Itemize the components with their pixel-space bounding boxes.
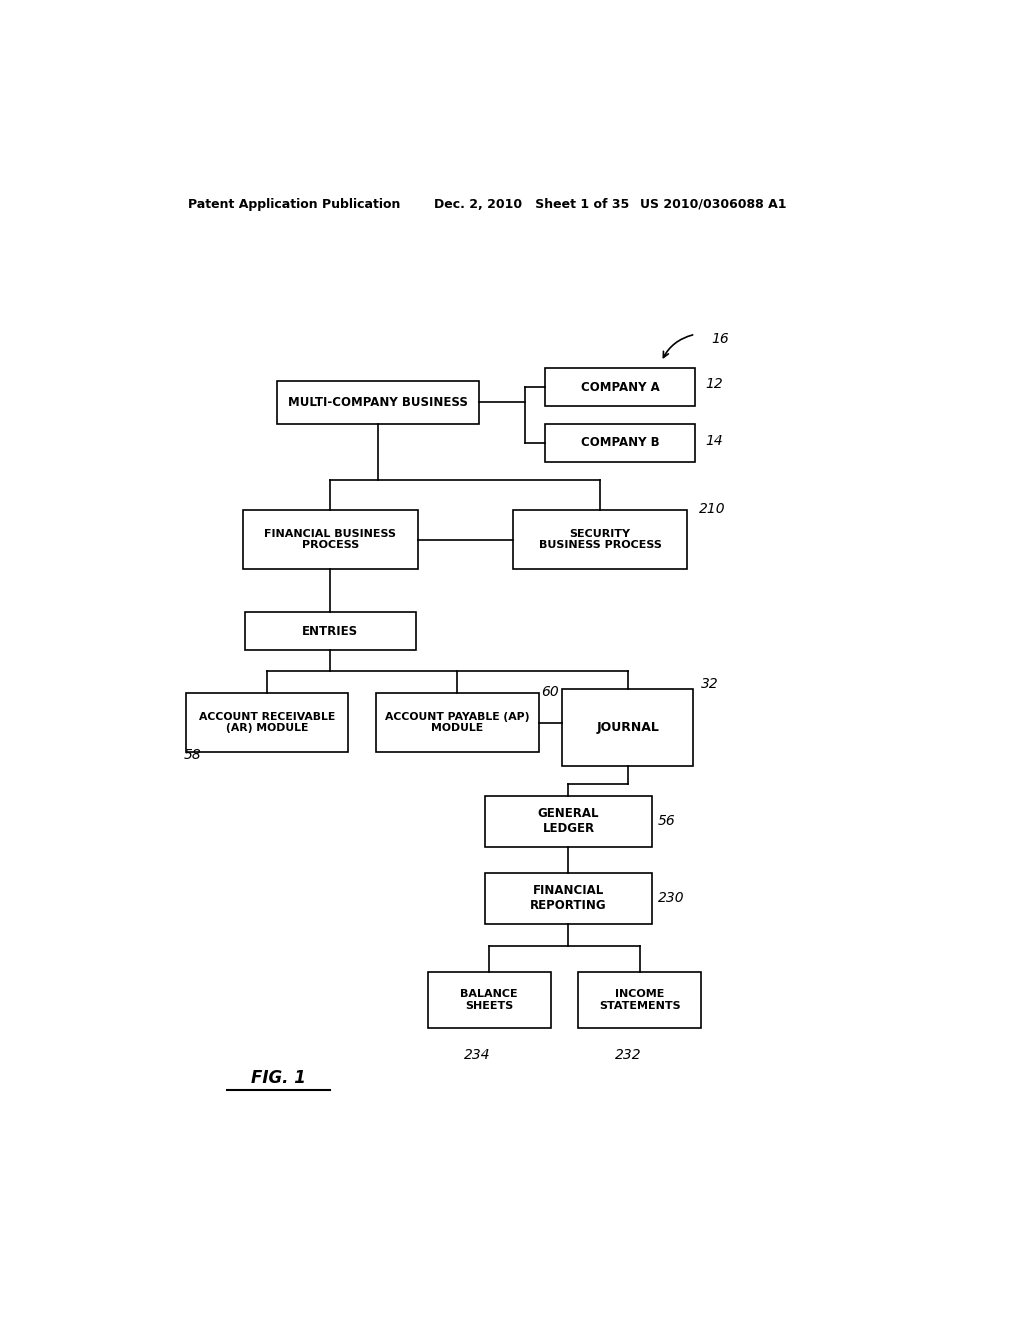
Text: 234: 234 (464, 1048, 490, 1061)
Text: FINANCIAL BUSINESS
PROCESS: FINANCIAL BUSINESS PROCESS (264, 529, 396, 550)
Bar (579, 972, 701, 1028)
Bar (276, 381, 479, 424)
Bar (376, 693, 539, 752)
Bar (545, 424, 695, 462)
Text: 56: 56 (658, 814, 676, 828)
Text: 60: 60 (541, 685, 558, 700)
Text: FINANCIAL
REPORTING: FINANCIAL REPORTING (530, 884, 607, 912)
Bar (513, 510, 687, 569)
Text: 230: 230 (658, 891, 685, 906)
Text: ACCOUNT PAYABLE (AP)
MODULE: ACCOUNT PAYABLE (AP) MODULE (385, 711, 529, 734)
Text: BALANCE
SHEETS: BALANCE SHEETS (460, 989, 518, 1011)
Text: GENERAL
LEDGER: GENERAL LEDGER (538, 807, 599, 836)
Text: SECURITY
BUSINESS PROCESS: SECURITY BUSINESS PROCESS (539, 529, 662, 550)
Text: 210: 210 (699, 502, 726, 516)
Text: MULTI-COMPANY BUSINESS: MULTI-COMPANY BUSINESS (288, 396, 468, 409)
Text: Patent Application Publication: Patent Application Publication (187, 198, 400, 211)
Text: 12: 12 (706, 378, 724, 391)
Text: JOURNAL: JOURNAL (597, 721, 659, 734)
Bar (545, 368, 695, 405)
Text: Dec. 2, 2010   Sheet 1 of 35: Dec. 2, 2010 Sheet 1 of 35 (433, 198, 629, 211)
Text: COMPANY A: COMPANY A (581, 380, 659, 393)
Text: 16: 16 (712, 333, 729, 346)
Text: FIG. 1: FIG. 1 (251, 1069, 306, 1088)
Text: ACCOUNT RECEIVABLE
(AR) MODULE: ACCOUNT RECEIVABLE (AR) MODULE (199, 711, 335, 734)
Text: US 2010/0306088 A1: US 2010/0306088 A1 (640, 198, 786, 211)
Bar (185, 693, 348, 752)
Bar (428, 972, 551, 1028)
Text: 14: 14 (706, 434, 724, 447)
Text: 32: 32 (701, 677, 719, 690)
Text: INCOME
STATEMENTS: INCOME STATEMENTS (599, 989, 681, 1011)
Text: 232: 232 (614, 1048, 641, 1061)
Text: COMPANY B: COMPANY B (581, 437, 659, 450)
Text: ENTRIES: ENTRIES (302, 624, 358, 638)
Bar (243, 510, 418, 569)
Bar (485, 796, 652, 846)
Bar (562, 689, 693, 766)
Bar (245, 611, 416, 651)
Text: 58: 58 (183, 748, 202, 762)
Bar (485, 873, 652, 924)
